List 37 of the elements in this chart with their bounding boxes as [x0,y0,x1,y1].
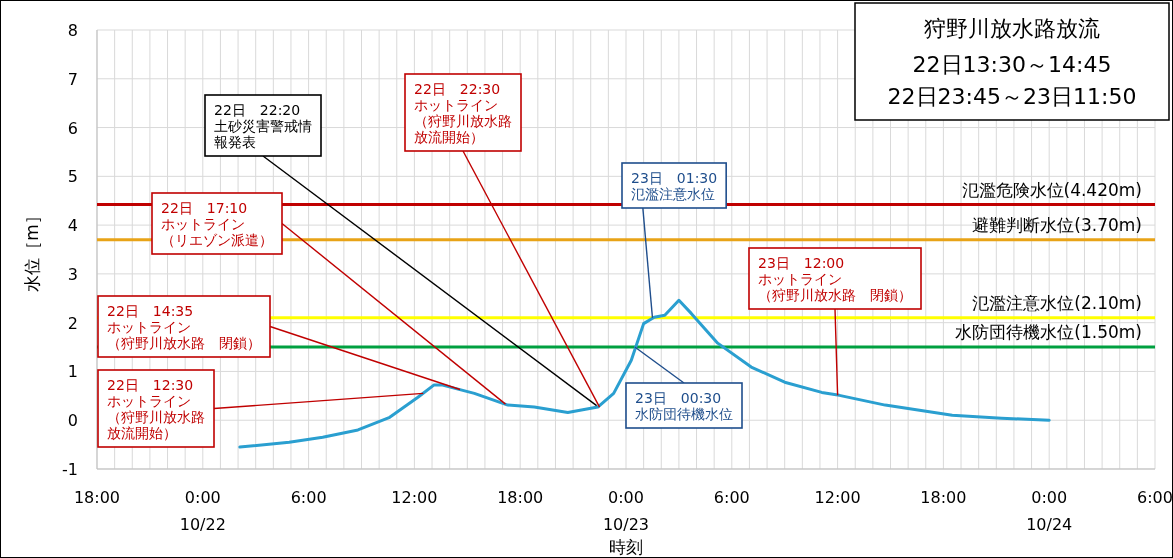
y-tick-label: 8 [67,21,78,40]
x-axis-title: 時刻 [609,537,643,557]
chart-title: 狩野川放水路放流 [924,16,1100,41]
x-tick-label: 18:00 [497,488,544,507]
annotation: 23日 01:30 氾濫注意水位 [631,170,718,202]
y-axis-title: 水位［m］ [22,207,42,292]
y-tick-label: 7 [67,69,78,89]
y-tick-label: 1 [67,362,78,382]
y-tick-label: 2 [67,313,78,333]
x-tick-label: 6:00 [713,488,750,507]
y-tick-label: 4 [67,216,78,236]
title-box: 狩野川放水路放流 22日13:30～14:45 22日23:45～23日11:50 [854,2,1170,121]
ref-line-label: 氾濫注意水位(2.10m) [972,292,1142,313]
x-tick-label: 18:00 [920,488,967,507]
ref-line-label: 避難判断水位(3.70m) [972,214,1142,235]
annotation: 22日 12:30 ホットライン（狩野川放水路放流開始） [107,377,205,441]
x-tick-label: 0:00 10/24 [1026,488,1073,534]
x-tick-label: 12:00 [814,488,861,507]
y-tick-label: 6 [67,118,78,138]
y-tick-label: 3 [67,264,78,284]
ref-line-label: 水防団待機水位(1.50m) [955,322,1142,343]
annotation: 22日 17:10 ホットライン（リエゾン派遣） [161,200,273,248]
x-tick-label: 6:00 [1137,488,1173,507]
x-tick-label: 6:00 [290,488,327,507]
x-tick-label: 12:00 [391,488,438,507]
annotation: 22日 22:30 ホットライン（狩野川放水路放流開始） [414,81,512,145]
y-tick-label: 0 [67,411,78,431]
y-tick-label: -1 [62,460,78,479]
annotation: 23日 00:30 水防団待機水位 [635,390,733,422]
annotation: 22日 14:35 ホットライン（狩野川放水路 閉鎖） [107,303,261,351]
x-tick-label: 0:00 10/22 [179,488,226,534]
annotation: 22日 22:20 土砂災害警戒情報発表 [214,102,312,150]
ref-line-label: 氾濫危険水位(4.420m) [961,179,1142,200]
y-tick-label: 5 [67,167,78,187]
x-tick-label: 0:00 10/23 [602,488,650,534]
x-tick-label: 18:00 [73,488,121,507]
annotation: 23日 12:00 ホットライン（狩野川放水路 閉鎖） [758,255,912,303]
